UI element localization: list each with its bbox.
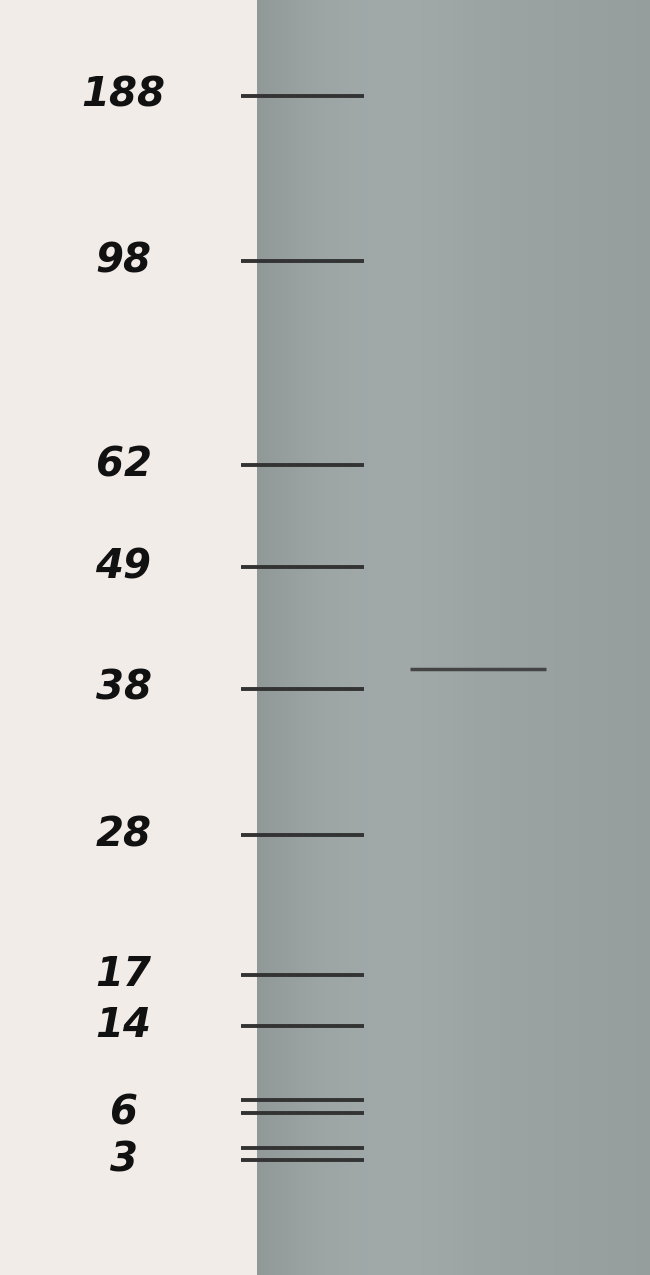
Text: 49: 49	[96, 547, 151, 588]
Text: 28: 28	[96, 815, 151, 856]
Text: 62: 62	[96, 445, 151, 486]
Text: 38: 38	[96, 668, 151, 709]
Text: 6: 6	[109, 1093, 138, 1133]
Text: 98: 98	[96, 241, 151, 282]
Bar	[0, 0, 296, 1275]
Text: 188: 188	[81, 75, 166, 116]
Text: 14: 14	[96, 1006, 151, 1047]
Text: 17: 17	[96, 955, 151, 996]
Text: 3: 3	[109, 1140, 138, 1181]
